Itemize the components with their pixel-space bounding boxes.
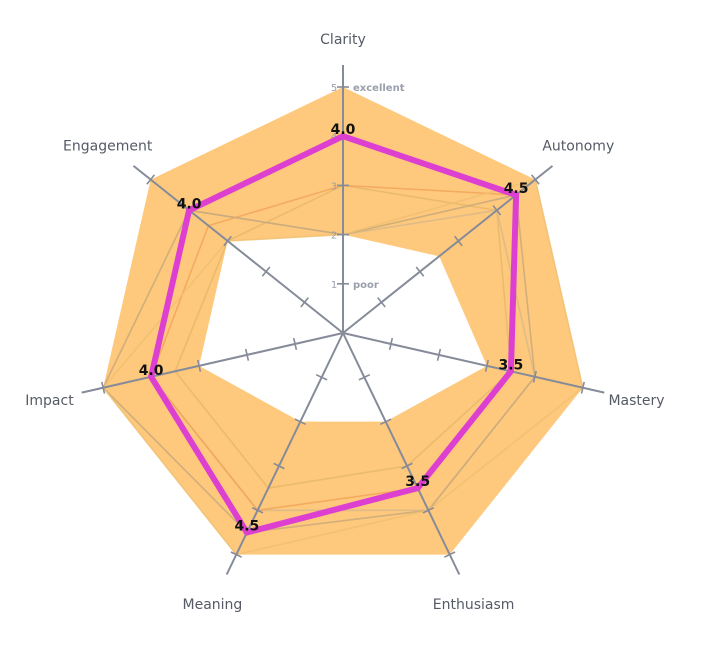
axis-tick bbox=[492, 205, 502, 216]
range-band bbox=[103, 87, 583, 555]
axis-tick bbox=[230, 551, 243, 558]
axis-tick bbox=[315, 373, 328, 381]
axis-tick bbox=[300, 297, 309, 308]
data-label: 4.0 bbox=[331, 122, 356, 138]
axis-tick bbox=[580, 381, 585, 394]
axis-tick bbox=[401, 462, 413, 470]
data-point bbox=[243, 529, 250, 536]
main-series-line bbox=[148, 133, 520, 536]
axis-tick bbox=[388, 337, 394, 350]
reference-series-line bbox=[174, 184, 512, 489]
axis-tick bbox=[530, 174, 540, 185]
axis-line bbox=[81, 332, 344, 394]
data-label: 3.5 bbox=[498, 357, 523, 373]
data-label: 4.5 bbox=[234, 519, 259, 535]
axis-tick bbox=[443, 551, 456, 558]
axis-tick bbox=[261, 266, 271, 277]
axis-tick bbox=[244, 348, 250, 361]
axis-tick bbox=[415, 266, 425, 277]
data-point bbox=[513, 192, 520, 198]
data-point bbox=[186, 207, 193, 214]
axis-label: Meaning bbox=[183, 597, 243, 613]
axis-tick bbox=[454, 235, 463, 247]
data-label: 3.5 bbox=[405, 474, 430, 490]
data-label: 4.0 bbox=[177, 196, 202, 212]
axis-label: Impact bbox=[25, 393, 74, 409]
tick-annotation: excellent bbox=[353, 83, 405, 94]
data-point bbox=[148, 373, 155, 380]
data-point bbox=[340, 133, 346, 140]
axis-tick bbox=[294, 418, 307, 426]
tick-label: 3 bbox=[331, 181, 337, 192]
data-point bbox=[414, 485, 421, 492]
axis-tick bbox=[251, 506, 264, 514]
axis-tick bbox=[223, 235, 232, 247]
axis-tick bbox=[273, 462, 285, 470]
axis-tick bbox=[484, 359, 489, 372]
data-label: 4.5 bbox=[504, 181, 529, 197]
data-label: 4.0 bbox=[139, 363, 164, 379]
axis-label: Mastery bbox=[608, 393, 664, 409]
axis-label: Enthusiasm bbox=[433, 597, 515, 613]
axis-tick bbox=[422, 506, 435, 514]
axis-tick bbox=[532, 370, 537, 383]
axis-tick bbox=[377, 297, 386, 308]
axis-tick bbox=[292, 337, 298, 350]
axis-tick bbox=[101, 381, 106, 394]
axis-line bbox=[132, 165, 344, 334]
axis-line bbox=[342, 332, 461, 575]
axis-tick bbox=[146, 174, 156, 185]
axis-label: Autonomy bbox=[542, 138, 614, 154]
tick-annotation: poor bbox=[353, 280, 379, 291]
tick-label: 2 bbox=[331, 231, 337, 242]
data-point bbox=[507, 368, 514, 375]
reference-series-line bbox=[102, 194, 536, 534]
tick-label: 5 bbox=[331, 83, 337, 94]
axis-tick bbox=[197, 359, 202, 372]
axis-tick bbox=[358, 373, 371, 381]
tick-label: 1 bbox=[331, 280, 337, 291]
axis-tick bbox=[379, 418, 392, 426]
reference-series-line bbox=[102, 178, 584, 556]
axis-label: Clarity bbox=[320, 32, 366, 48]
axis-label: Engagement bbox=[63, 138, 153, 154]
axis-tick bbox=[436, 348, 442, 361]
axis-line bbox=[342, 332, 605, 394]
